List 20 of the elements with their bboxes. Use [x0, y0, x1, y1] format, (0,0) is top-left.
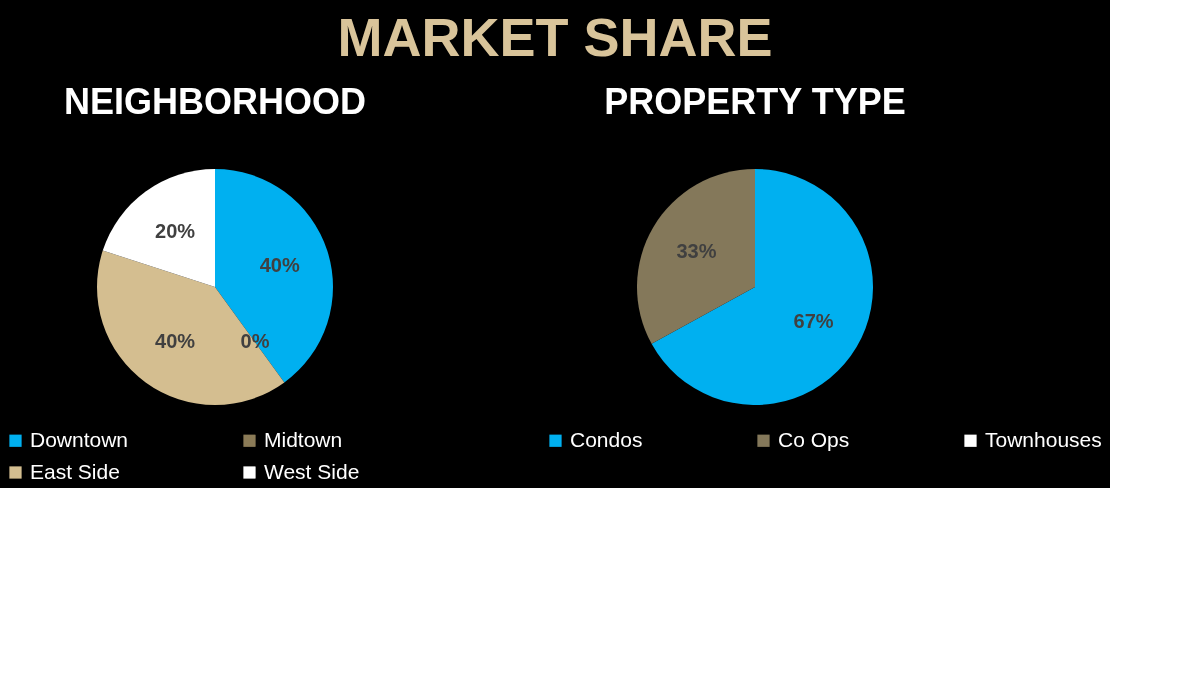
- data-label: 33%: [676, 240, 717, 263]
- data-label: 20%: [155, 219, 196, 242]
- data-label: 40%: [259, 253, 300, 276]
- pie-slice: [637, 169, 755, 344]
- chart-title: NEIGHBORHOOD: [63, 81, 367, 122]
- pie-slice: [651, 169, 873, 405]
- legend-label: Co Ops: [778, 427, 850, 451]
- legend-label: Midtown: [264, 427, 343, 451]
- legend-label: East Side: [30, 459, 120, 483]
- pie-slice: [102, 169, 215, 287]
- text: 0%: [240, 330, 270, 353]
- chart-title: PROPERTY TYPE: [604, 81, 906, 122]
- legend-label: Townhouses: [985, 427, 1102, 451]
- text: MARKET SHARE: [337, 7, 773, 67]
- legend-label: Downtown: [30, 427, 129, 451]
- data-label: 67%: [793, 309, 834, 332]
- data-label: 40%: [155, 330, 196, 353]
- pie-slice: [215, 169, 333, 383]
- legend-label: West Side: [264, 459, 360, 483]
- legend-label: Condos: [570, 427, 643, 451]
